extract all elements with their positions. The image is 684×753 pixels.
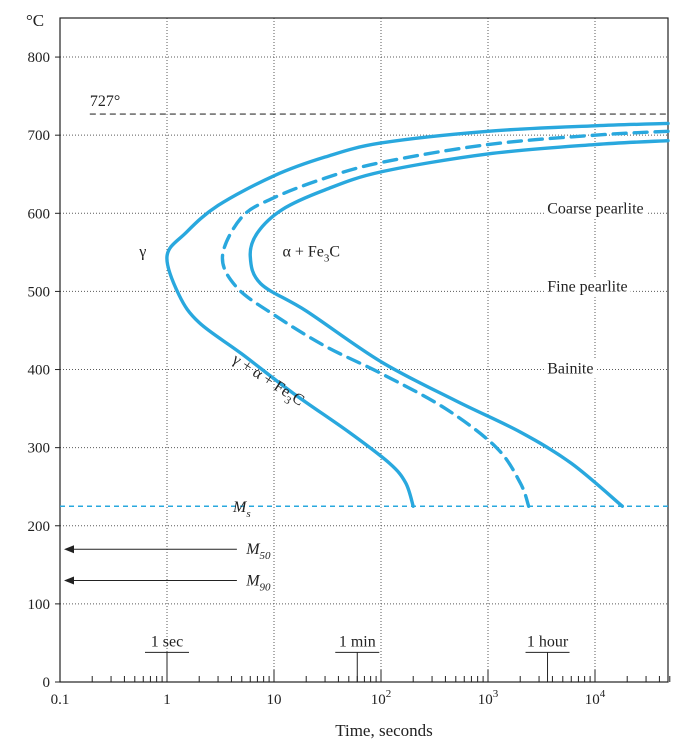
series-line-3 bbox=[248, 138, 670, 508]
x-tick-label: 1 bbox=[163, 692, 171, 708]
transformation-curves bbox=[165, 121, 670, 508]
reference-lines: 727° Ms M50 M90 1 sec 1 min 1 hour bbox=[60, 93, 668, 682]
x-tick-label: 10 bbox=[267, 692, 282, 708]
y-tick-label: 200 bbox=[28, 519, 51, 535]
y-tick-label: 500 bbox=[28, 284, 51, 300]
x-tick-label: 104 bbox=[585, 688, 606, 708]
arrow-head bbox=[64, 576, 74, 585]
region-label-bg bbox=[544, 199, 647, 219]
region-label-bg bbox=[544, 359, 597, 379]
series-line-2 bbox=[220, 129, 670, 508]
x-tick-label: 103 bbox=[478, 688, 499, 708]
region-label: Fine pearlite bbox=[547, 278, 627, 295]
time-marker-label: 1 sec bbox=[151, 633, 183, 650]
plot-frame bbox=[59, 17, 669, 683]
region-label-bg bbox=[544, 277, 631, 297]
region-label: Bainite bbox=[547, 360, 593, 377]
arrow-label: M50 bbox=[245, 541, 271, 562]
y-tick-label: 700 bbox=[28, 128, 51, 144]
y-unit-label: °C bbox=[26, 11, 44, 30]
y-tick-label: 800 bbox=[28, 50, 51, 66]
time-marker-label: 1 min bbox=[339, 633, 376, 650]
y-tick-label: 0 bbox=[43, 675, 51, 691]
x-axis-title: Time, seconds bbox=[335, 721, 433, 740]
region-label: γ bbox=[138, 243, 146, 260]
eutectoid-label: 727° bbox=[90, 93, 120, 110]
region-label: α + Fe3C bbox=[282, 243, 340, 264]
ms-label: Ms bbox=[232, 499, 251, 520]
series-line-1 bbox=[165, 121, 670, 508]
y-tick-label: 600 bbox=[28, 206, 51, 222]
y-tick-label: 300 bbox=[28, 441, 51, 457]
grid bbox=[60, 18, 668, 682]
axes: 0 100 200 300 400 500 600 700 800 0.1 1 10 102 103 104 bbox=[28, 17, 671, 708]
y-tick-label: 400 bbox=[28, 363, 51, 379]
arrow-head bbox=[64, 545, 74, 554]
arrow-label: M90 bbox=[245, 572, 271, 593]
x-tick-label: 102 bbox=[371, 688, 392, 708]
x-tick-label: 0.1 bbox=[51, 692, 70, 708]
region-label: Coarse pearlite bbox=[547, 200, 643, 217]
time-marker-label: 1 hour bbox=[527, 633, 569, 650]
y-tick-label: 100 bbox=[28, 597, 51, 613]
